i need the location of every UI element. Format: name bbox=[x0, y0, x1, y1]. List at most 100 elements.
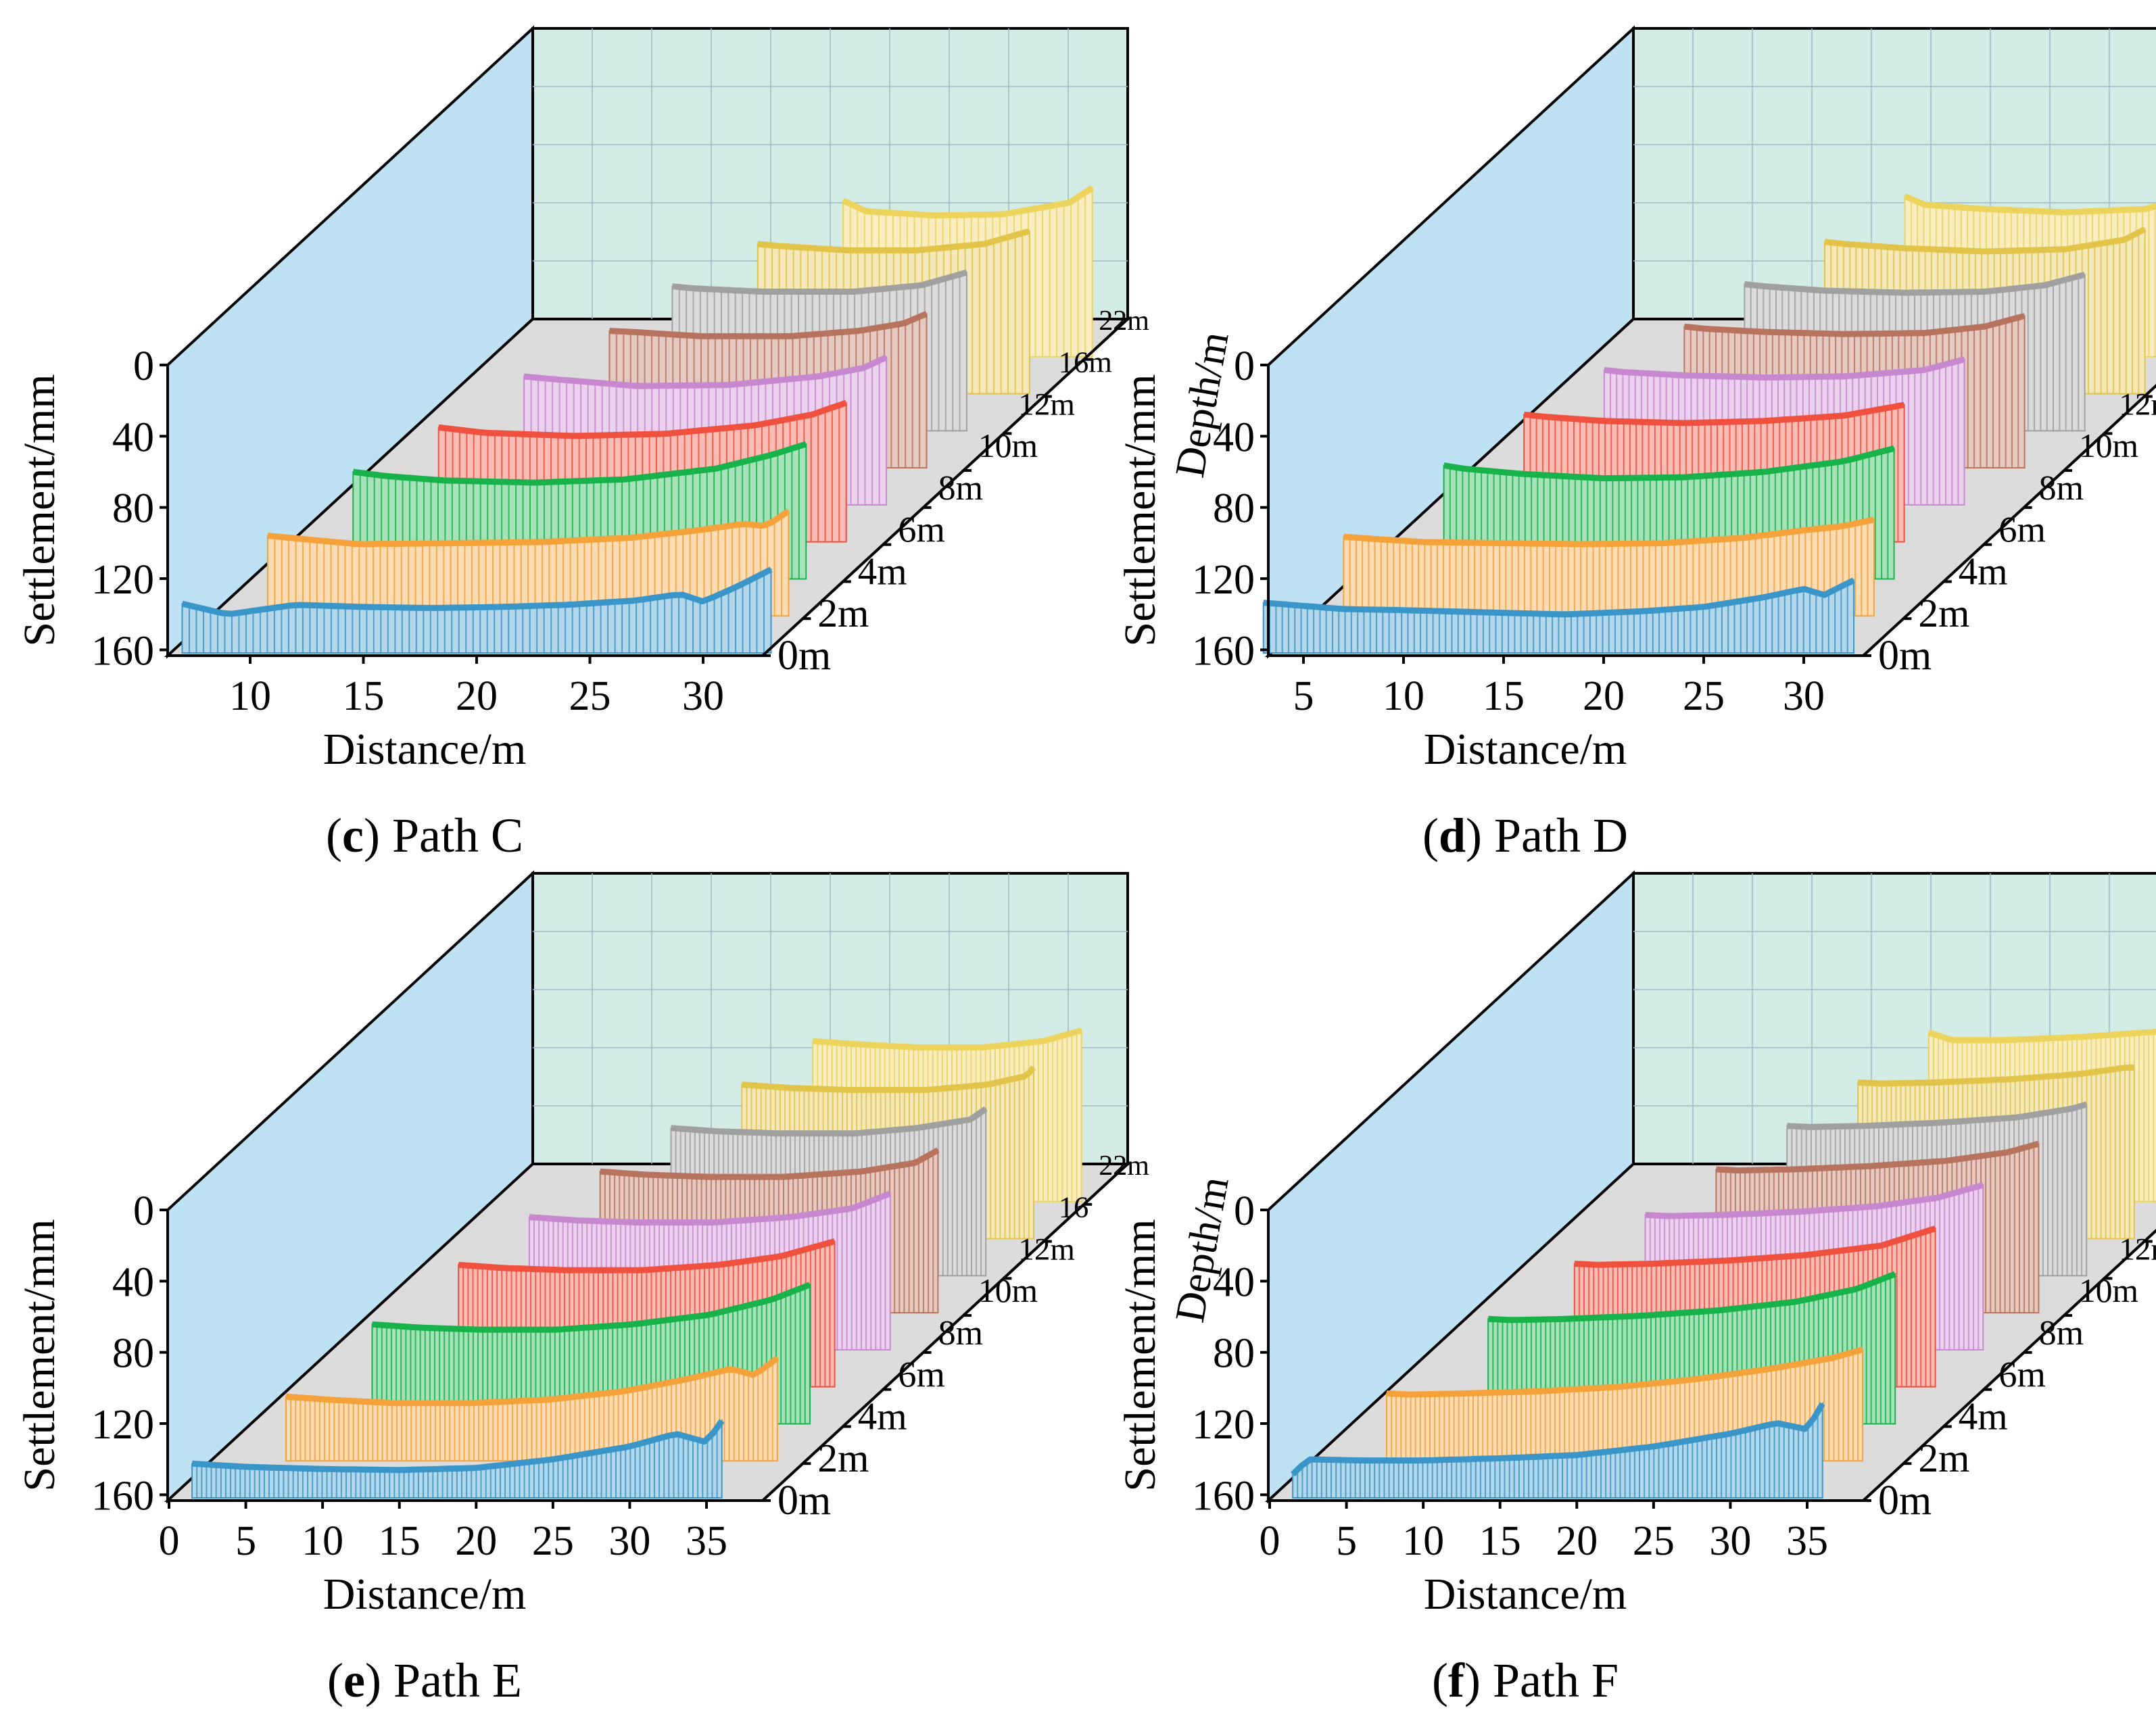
series-line bbox=[372, 1282, 811, 1333]
y-tick-label: 80 bbox=[1213, 486, 1255, 532]
y-axis-label: Settlement/mm bbox=[15, 374, 64, 646]
y-tick-label: 0 bbox=[1234, 1188, 1255, 1234]
x-tick-label: 30 bbox=[608, 1518, 650, 1564]
y-tick-label: 120 bbox=[91, 1402, 154, 1448]
depth-tick-label: 2m bbox=[817, 591, 869, 635]
series-line bbox=[1343, 516, 1875, 548]
depth-axis-line bbox=[1862, 383, 2156, 657]
depth-tick-label: 4m bbox=[858, 550, 907, 593]
y-tick-label: 80 bbox=[1213, 1331, 1255, 1377]
series-2m bbox=[1343, 516, 1875, 617]
depth-tick-label: 0m bbox=[1878, 1478, 1932, 1524]
y-tick-label: 40 bbox=[112, 414, 154, 460]
x-axis-label: Distance/m bbox=[323, 1570, 527, 1619]
series-line bbox=[1645, 1182, 1984, 1219]
y-tick-label: 0 bbox=[133, 1188, 154, 1234]
x-tick-label: 5 bbox=[1336, 1518, 1357, 1564]
y-tick-label: 40 bbox=[1213, 1259, 1255, 1305]
depth-tick-label: 22m bbox=[1099, 306, 1149, 337]
x-tick-label: 25 bbox=[1633, 1518, 1675, 1564]
series-line bbox=[1787, 1101, 2088, 1130]
series-line bbox=[529, 1190, 892, 1225]
depth-tick-label: 0m bbox=[1878, 633, 1932, 679]
panel-caption: (f) Path F bbox=[1432, 1653, 1619, 1707]
depth-tick-label: 2m bbox=[1918, 591, 1969, 635]
series-0m bbox=[1290, 1401, 1825, 1499]
series-line bbox=[1927, 1029, 2156, 1044]
y-axis-label: Settlement/mm bbox=[1116, 374, 1165, 646]
caption-text: Path D bbox=[1494, 808, 1628, 862]
y-tick-label: 160 bbox=[1192, 628, 1255, 674]
series-line bbox=[609, 311, 928, 339]
series-line bbox=[1487, 1271, 1896, 1323]
panel-d: 04080120160510152025300m2m4m6m8m10m12m16… bbox=[1116, 25, 2156, 862]
x-tick-label: 15 bbox=[1479, 1518, 1521, 1564]
series-line bbox=[671, 269, 968, 295]
depth-tick-label: 6m bbox=[1998, 1354, 2046, 1395]
caption-text: Path C bbox=[392, 808, 523, 862]
series-line bbox=[1523, 402, 1905, 427]
x-tick-label: 20 bbox=[456, 673, 498, 719]
depth-tick-label: 12m bbox=[2119, 387, 2156, 422]
caption-paren: ) bbox=[1464, 1653, 1493, 1707]
depth-axis-line bbox=[1862, 1228, 2156, 1502]
caption-paren: ) bbox=[364, 808, 392, 862]
x-axis-label: Distance/m bbox=[1424, 1570, 1627, 1619]
depth-tick-label: 4m bbox=[1959, 1395, 2008, 1438]
depth-axis-line bbox=[761, 318, 1129, 657]
x-tick-label: 10 bbox=[1383, 673, 1424, 719]
x-tick-label: 25 bbox=[532, 1518, 574, 1564]
series-line bbox=[181, 566, 773, 617]
depth-tick-label: 4m bbox=[1959, 550, 2008, 593]
y-tick-label: 80 bbox=[112, 1331, 154, 1377]
series-line bbox=[523, 354, 888, 389]
x-tick-label: 35 bbox=[1786, 1518, 1828, 1564]
series-line bbox=[1290, 1402, 1825, 1477]
y-tick-label: 40 bbox=[1213, 414, 1255, 460]
caption-letter: e bbox=[343, 1653, 365, 1707]
series-line bbox=[1824, 226, 2147, 255]
series-line bbox=[1443, 445, 1895, 481]
caption-paren: ( bbox=[1422, 808, 1439, 862]
depth-tick-label: 8m bbox=[938, 1314, 983, 1353]
depth-tick-label: 16 bbox=[1059, 1190, 1089, 1224]
depth-tick-label: 4m bbox=[858, 1395, 907, 1438]
caption-letter: c bbox=[342, 808, 364, 862]
series-line bbox=[1683, 312, 2026, 337]
panel-caption: (c) Path C bbox=[326, 808, 523, 862]
series-2m bbox=[266, 508, 790, 617]
series-line bbox=[1574, 1225, 1936, 1268]
series-line bbox=[1744, 271, 2086, 296]
series-line bbox=[1903, 193, 2156, 216]
depth-tick-label: 8m bbox=[2039, 1314, 2084, 1353]
series-line bbox=[842, 185, 1095, 219]
depth-tick-label: 2m bbox=[1918, 1436, 1969, 1480]
x-tick-label: 25 bbox=[1683, 673, 1725, 719]
depth-tick-label: 0m bbox=[777, 1478, 831, 1524]
depth-tick-label: 8m bbox=[938, 469, 983, 508]
x-tick-label: 5 bbox=[235, 1518, 256, 1564]
x-tick-label: 0 bbox=[1260, 1518, 1280, 1564]
series-line bbox=[1604, 356, 1965, 381]
y-axis-label: Settlement/mm bbox=[1116, 1219, 1165, 1491]
depth-tick-label: 16m bbox=[1059, 345, 1112, 379]
depth-tick-label: 22m bbox=[1099, 1150, 1149, 1182]
x-tick-label: 15 bbox=[343, 673, 385, 719]
caption-text: Path F bbox=[1493, 1653, 1619, 1707]
x-tick-label: 10 bbox=[302, 1518, 343, 1564]
x-tick-label: 30 bbox=[1709, 1518, 1751, 1564]
x-tick-label: 20 bbox=[1556, 1518, 1598, 1564]
x-tick-label: 15 bbox=[379, 1518, 421, 1564]
caption-paren: ( bbox=[326, 808, 342, 862]
depth-tick-label: 12m bbox=[1018, 1232, 1075, 1267]
y-tick-label: 120 bbox=[1192, 557, 1255, 603]
x-tick-label: 30 bbox=[682, 673, 724, 719]
y-tick-label: 80 bbox=[112, 486, 154, 532]
depth-axis-line bbox=[761, 1163, 1129, 1502]
x-tick-label: 10 bbox=[229, 673, 271, 719]
x-axis-label: Distance/m bbox=[1424, 725, 1627, 774]
depth-tick-label: 6m bbox=[898, 509, 945, 550]
